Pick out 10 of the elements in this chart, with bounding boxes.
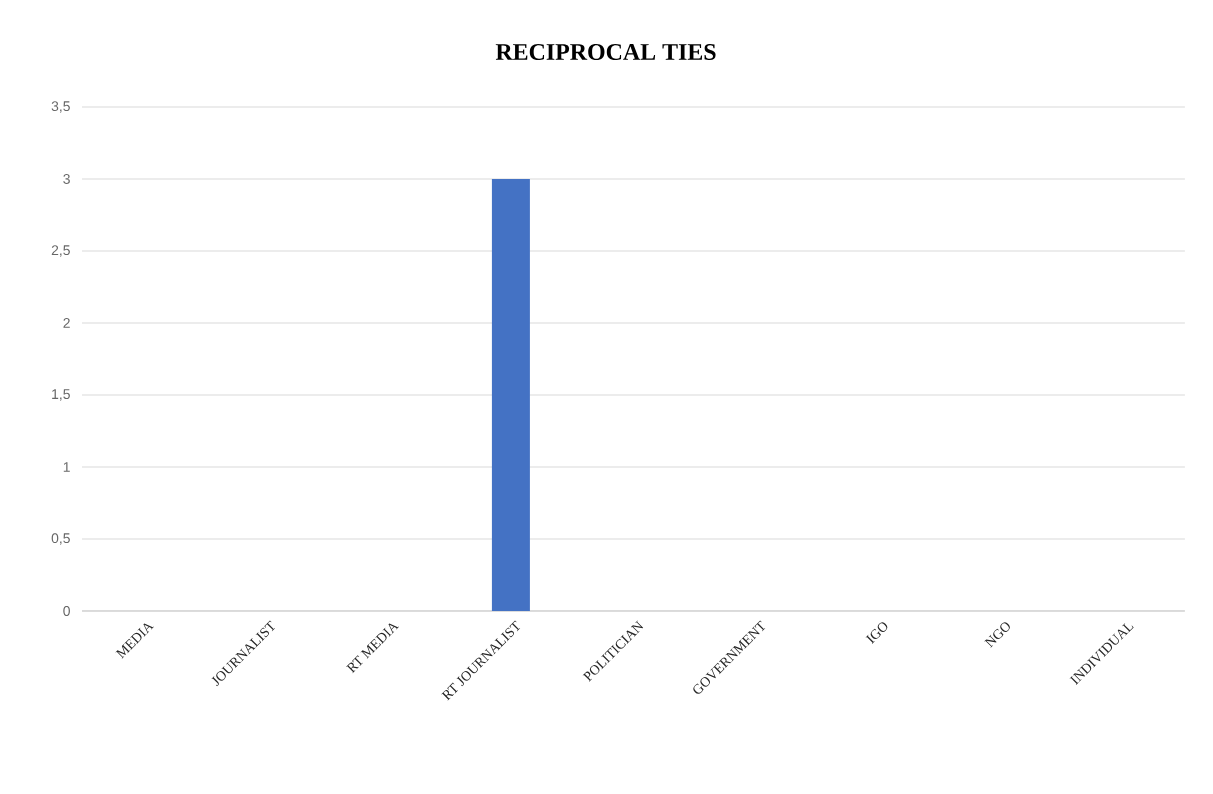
y-tick-label: 0,5 (51, 533, 70, 545)
y-tick-label: 0 (63, 606, 70, 616)
x-tick-label: IGO (865, 622, 888, 644)
chart-title: RECIPROCAL TIES (495, 43, 716, 61)
y-tick-label: 1 (63, 462, 70, 472)
y-tick-label: 3 (63, 174, 70, 184)
y-tick-label: 3,5 (51, 101, 70, 113)
y-tick-label: 2,5 (51, 245, 70, 257)
y-tick-label: 2 (63, 318, 70, 328)
y-tick-label: 1,5 (52, 389, 70, 401)
